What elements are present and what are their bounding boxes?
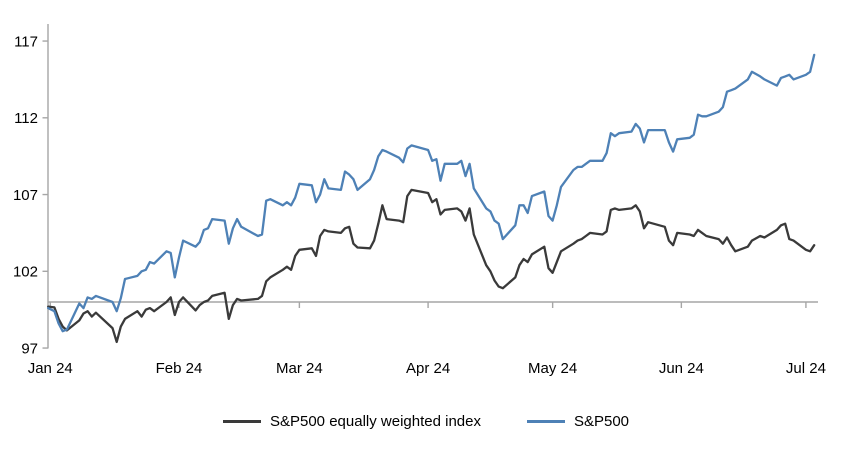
x-axis-label-1: Feb 24 xyxy=(156,360,203,377)
x-axis-label-0: Jan 24 xyxy=(28,360,73,377)
y-axis-label-0: 97 xyxy=(21,340,38,357)
series-line-sp500 xyxy=(47,53,816,333)
x-axis-label-2: Mar 24 xyxy=(276,360,323,377)
legend-item-sp500: S&P500 xyxy=(526,413,630,430)
x-axis-label-6: Jul 24 xyxy=(786,360,826,377)
legend-label-sp500: S&P500 xyxy=(573,413,630,430)
y-axis-label-4: 117 xyxy=(14,33,38,50)
legend-label-equal-weight-index: S&P500 equally weighted index xyxy=(269,413,481,430)
sp500-line-swatch-icon xyxy=(526,420,565,423)
chart-legend: S&P500 equally weighted index S&P500 xyxy=(0,413,852,430)
series-line-equal-weight-index xyxy=(47,188,816,344)
y-axis-label-1: 102 xyxy=(13,264,38,281)
legend-item-equal-weight-index: S&P500 equally weighted index xyxy=(222,413,481,430)
y-axis-label-3: 112 xyxy=(14,110,38,127)
x-axis-label-3: Apr 24 xyxy=(406,360,450,377)
x-axis-label-4: May 24 xyxy=(528,360,577,377)
equal-weight-line-swatch-icon xyxy=(222,420,261,423)
x-axis-label-5: Jun 24 xyxy=(659,360,704,377)
y-axis-label-2: 107 xyxy=(13,187,38,204)
